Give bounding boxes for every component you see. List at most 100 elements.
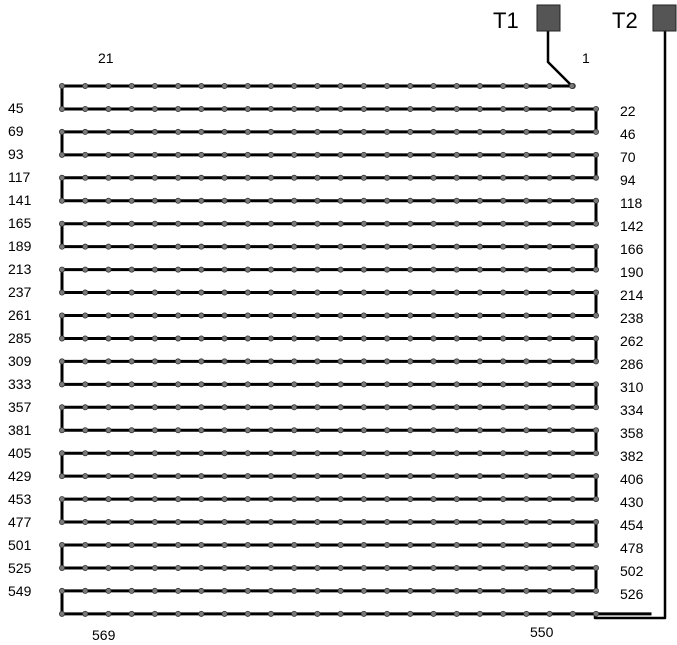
node-dot — [360, 105, 367, 112]
node-dot — [476, 335, 483, 342]
node-dot — [105, 358, 112, 365]
node-dot — [291, 289, 298, 296]
node-dot — [82, 519, 89, 526]
terminal-t2-box[interactable] — [652, 4, 677, 32]
node-dot — [151, 564, 158, 571]
node-dot — [59, 473, 66, 480]
right-label: 430 — [620, 494, 644, 510]
node-dot — [221, 220, 228, 227]
node-dot — [384, 197, 391, 204]
node-dot — [221, 610, 228, 617]
node-dot — [476, 266, 483, 273]
node-dot — [244, 358, 251, 365]
node-dot — [593, 427, 600, 434]
node-dot — [523, 220, 530, 227]
node-dot — [360, 266, 367, 273]
terminal-t1-box[interactable] — [536, 4, 561, 32]
node-dot — [407, 335, 414, 342]
node-dot — [337, 151, 344, 158]
node-dot — [546, 381, 553, 388]
node-dot — [244, 220, 251, 227]
node-dot — [500, 105, 507, 112]
node-dot — [128, 83, 135, 90]
node-dot — [59, 151, 66, 158]
node-dot — [314, 564, 321, 571]
node-dot — [384, 564, 391, 571]
node-dot — [430, 312, 437, 319]
node-dot — [384, 128, 391, 135]
left-label: 357 — [8, 399, 32, 415]
node-dot — [244, 312, 251, 319]
node-dot — [476, 128, 483, 135]
node-dot — [407, 519, 414, 526]
node-dot — [221, 335, 228, 342]
node-dot — [569, 197, 576, 204]
node-dot — [453, 83, 460, 90]
node-dot — [198, 496, 205, 503]
node-dot — [198, 266, 205, 273]
node-dot — [546, 610, 553, 617]
left-label: 237 — [8, 284, 32, 300]
node-dot — [360, 243, 367, 250]
node-dot — [221, 450, 228, 457]
node-dot — [430, 266, 437, 273]
node-dot — [523, 450, 530, 457]
node-dot — [500, 519, 507, 526]
node-dot — [546, 266, 553, 273]
left-label: 525 — [8, 560, 32, 576]
node-dot — [546, 450, 553, 457]
node-dot — [569, 289, 576, 296]
node-dot — [59, 450, 66, 457]
node-dot — [337, 381, 344, 388]
node-dot — [175, 542, 182, 549]
node-dot — [476, 404, 483, 411]
node-dot — [82, 473, 89, 480]
node-dot — [291, 473, 298, 480]
node-dot — [291, 610, 298, 617]
node-dot — [59, 587, 66, 594]
node-dot — [593, 174, 600, 181]
node-dot — [198, 519, 205, 526]
right-label: 142 — [620, 218, 644, 234]
node-dot — [430, 128, 437, 135]
node-dot — [291, 312, 298, 319]
node-dot — [314, 243, 321, 250]
node-dot — [175, 427, 182, 434]
node-dot — [569, 151, 576, 158]
node-dot — [360, 220, 367, 227]
node-dot — [267, 312, 274, 319]
node-dot — [291, 220, 298, 227]
left-label: 333 — [8, 376, 32, 392]
node-dot — [151, 381, 158, 388]
node-dot — [569, 404, 576, 411]
node-dot — [453, 427, 460, 434]
node-dot — [314, 266, 321, 273]
node-dot — [384, 151, 391, 158]
node-dot — [430, 358, 437, 365]
node-dot — [59, 564, 66, 571]
node-dot — [59, 542, 66, 549]
node-dot — [384, 220, 391, 227]
node-dot — [453, 128, 460, 135]
node-dot — [593, 519, 600, 526]
node-dot — [291, 587, 298, 594]
node-dot — [105, 381, 112, 388]
node-dot — [291, 496, 298, 503]
node-dot — [407, 450, 414, 457]
node-dot — [546, 83, 553, 90]
node-dot — [314, 381, 321, 388]
node-dot — [500, 197, 507, 204]
node-dot — [500, 358, 507, 365]
node-dot — [384, 358, 391, 365]
node-dot — [546, 220, 553, 227]
node-dot — [569, 496, 576, 503]
node-dot — [314, 450, 321, 457]
node-dot — [337, 587, 344, 594]
node-dot — [59, 312, 66, 319]
node-dot — [523, 174, 530, 181]
node-dot — [337, 473, 344, 480]
node-dot — [337, 312, 344, 319]
node-dot — [267, 473, 274, 480]
node-dot — [221, 404, 228, 411]
node-dot — [198, 381, 205, 388]
